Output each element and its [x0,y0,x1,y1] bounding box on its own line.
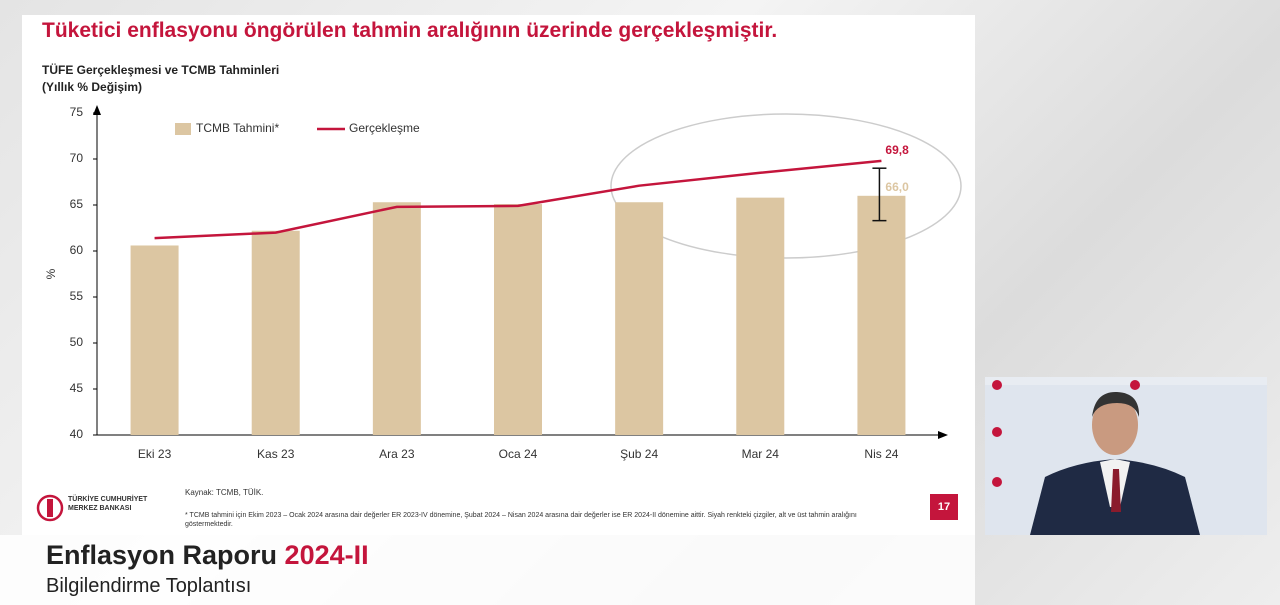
bar [736,197,785,435]
x-tick-label: Kas 23 [257,447,295,461]
slide: Tüketici enflasyonu öngörülen tahmin ara… [22,15,975,535]
y-tick-label: 40 [70,427,84,441]
x-tick-label: Şub 24 [620,447,658,461]
bar [372,202,421,435]
y-tick-label: 65 [70,197,84,211]
x-tick-label: Ara 23 [379,447,415,461]
page-number: 17 [930,494,958,520]
y-tick-label: 75 [70,105,84,119]
chart: % 40 45 50 55 60 65 70 75 Eki 23 Kas 23 Ara 23 Oca 2… [44,105,962,461]
speaker-video [985,377,1267,535]
logo-line: MERKEZ BANKASI [68,505,132,512]
footnote: * TCMB tahmini için Ekim 2023 – Ocak 202… [185,512,857,528]
x-tick-label: Eki 23 [138,447,172,461]
data-label: 69,8 [885,143,909,157]
lower-third: Enflasyon Raporu 2024-II Bilgilendirme T… [0,535,975,605]
highlight-ellipse [610,113,962,259]
x-tick-label: Nis 24 [864,447,898,461]
headline: Tüketici enflasyonu öngörülen tahmin ara… [42,19,778,42]
bar [251,230,300,435]
chart-title: TÜFE Gerçekleşmesi ve TCMB Tahminleri [42,63,280,77]
lower-third-title: Enflasyon Raporu 2024-II [46,540,369,571]
bar [130,245,179,435]
x-arrow [938,431,948,439]
bar [615,202,664,435]
source: Kaynak: TCMB, TÜİK. [185,488,264,497]
x-tick-label: Oca 24 [499,447,538,461]
y-tick-label: 70 [70,151,84,165]
y-tick-label: 60 [70,243,84,257]
data-label: 66,0 [885,180,909,194]
logo-icon [36,494,64,522]
legend-label: Gerçekleşme [349,121,420,135]
y-tick-label: 45 [70,381,84,395]
lower-third-subtitle: Bilgilendirme Toplantısı [46,575,252,597]
legend-swatch [175,123,191,135]
title: Enflasyon Raporu [46,540,278,570]
bar [494,204,542,435]
legend-label: TCMB Tahmini* [196,121,279,135]
logo-line: TÜRKİYE CUMHURİYET [68,496,148,503]
y-tick-label: 55 [70,289,84,303]
edition: 2024-II [284,540,369,570]
y-axis-label: % [44,268,58,279]
x-tick-label: Mar 24 [742,447,780,461]
logo-text: TÜRKİYE CUMHURİYET MERKEZ BANKASI [68,495,147,513]
bar [857,195,906,435]
line [154,159,882,240]
y-tick-label: 50 [70,335,84,349]
chart-subtitle: (Yıllık % Değişim) [42,80,143,94]
